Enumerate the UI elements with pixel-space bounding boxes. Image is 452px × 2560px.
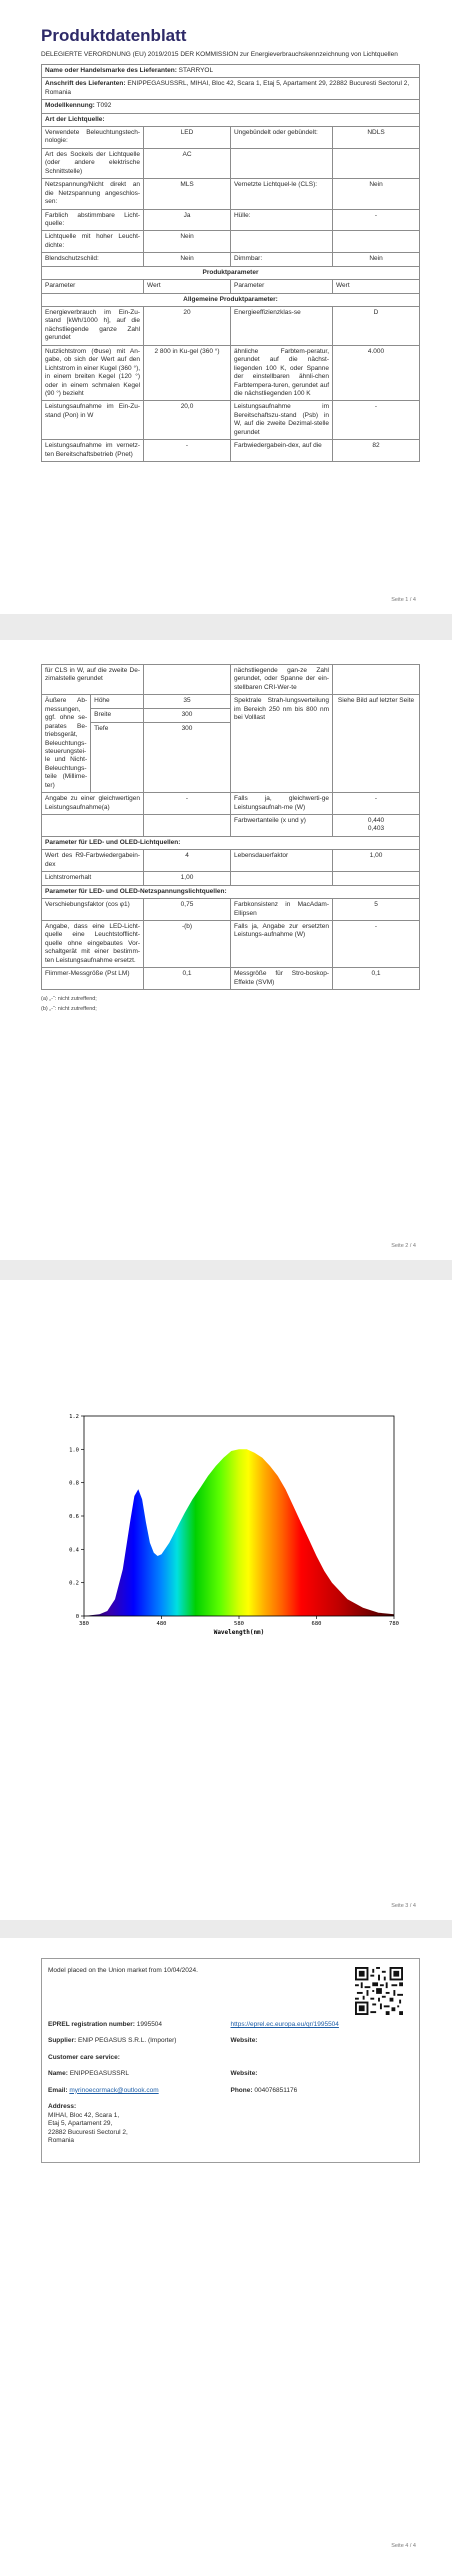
- table-row: Blendschutzschild: Nein Dimmbar: Nein: [40, 252, 420, 267]
- name-value: ENIPPEGASUSSRL: [69, 2070, 129, 2078]
- page-title: Produktdatenblatt: [41, 26, 187, 45]
- table-row: Leistungsaufnahme im Ein-Zu-stand (Pon) …: [40, 400, 420, 441]
- page-4: Model placed on the Union market from 10…: [0, 1938, 452, 2560]
- eprel-link[interactable]: https://eprel.ec.europa.eu/qr/1995504: [230, 2021, 339, 2028]
- spectrum-area: [84, 1449, 394, 1616]
- table-row: Farblich abstimmbare Licht-quelle: Ja Hül…: [40, 208, 420, 232]
- y-tick-label: 0.6: [69, 1514, 79, 1520]
- qr-code-icon[interactable]: [355, 1967, 403, 2015]
- product-params-heading: Produktparameter: [41, 265, 420, 281]
- table-row: Verschiebungsfaktor (cos φ1) 0,75 Farbkon…: [40, 898, 420, 921]
- eprel-number: 1995504: [136, 2021, 163, 2028]
- page-footer: Seite 3 / 4: [391, 1902, 416, 1909]
- x-tick-label: 380: [79, 1621, 89, 1627]
- address-line: MIHAI, Bloc 42, Scara 1,: [48, 2111, 120, 2119]
- page-footer: Seite 4 / 4: [391, 2542, 416, 2549]
- table-row: Flimmer-Messgröße (Pst LM) 0,1 Messgröße …: [40, 967, 420, 990]
- table-row: für CLS in W, auf die zweite De-zimalste…: [40, 663, 420, 696]
- x-tick-label: 680: [312, 1621, 322, 1627]
- page-1: Produktdatenblatt DELEGIERTE VERORDNUNG …: [0, 0, 452, 614]
- phone-value: 004076851176: [254, 2086, 298, 2094]
- y-tick-label: 0.2: [69, 1581, 79, 1587]
- page-2-content: für CLS in W, auf die zweite De-zimalste…: [40, 663, 420, 1016]
- address-line: 22882 Bucuresti Sectorul 2,: [48, 2128, 128, 2136]
- table-row: Angabe, dass eine LED-Licht-quelle eine …: [40, 919, 420, 969]
- address-line: Romania: [48, 2136, 75, 2144]
- table-row: Lichtstromerhalt 1,00: [40, 871, 420, 886]
- address-line: Etaj 5, Apartament 29,: [48, 2120, 113, 2128]
- footnotes: (a) „-“: nicht zutreffend; (b) „-“: nich…: [41, 996, 420, 1013]
- table-row: Äußere Ab-messungen, ggf. ohne se-parate…: [40, 694, 420, 794]
- page-footer: Seite 2 / 4: [391, 1242, 416, 1249]
- table-row: Tiefe 300: [42, 722, 420, 794]
- table-row: Angabe zu einer gleichwertigen Leistungs…: [40, 792, 420, 815]
- table-row: Farbwertanteile (x und y) 0,440 0,403: [40, 814, 420, 837]
- supplier-table: Name oder Handelsmarke des Lieferanten: …: [40, 63, 420, 463]
- supplier-name-row: Name oder Handelsmarke des Lieferanten: …: [41, 63, 420, 79]
- type-heading: Art der Lichtquelle:: [41, 112, 420, 128]
- market-placement-text: Model placed on the Union market from 10…: [48, 1967, 198, 1974]
- page-1-content: Produktdatenblatt DELEGIERTE VERORDNUNG …: [40, 26, 420, 463]
- table-row: Nutzlichtstrom (Φuse) mit An-gabe, ob si…: [40, 344, 420, 402]
- params-table-continued: für CLS in W, auf die zweite De-zimalste…: [40, 663, 420, 990]
- table-row: Energieverbrauch im Ein-Zu-stand [kWh/10…: [40, 306, 420, 346]
- table-header-row: Parameter Wert Parameter Wert: [40, 279, 420, 294]
- y-tick-label: 0.8: [69, 1481, 79, 1487]
- supplier-value: ENIP PEGASUS S.R.L. (Importer): [77, 2037, 177, 2045]
- dimensions-label: Äußere Ab-messungen, ggf. ohne se-parate…: [40, 694, 92, 794]
- y-tick-label: 0: [76, 1614, 79, 1620]
- supplier-address-row: Anschrift des Lieferanten: ENIPPEGASUSSR…: [41, 77, 420, 101]
- table-row: Leistungsaufnahme im vernetz-ten Bereits…: [40, 439, 420, 463]
- spectral-distribution-chart: 0 0.2 0.4 0.6 0.8 1.0 1.2 380 480 580 680 780 Wavele…: [69, 1414, 399, 1636]
- eprel-info-box: Model placed on the Union market from 10…: [41, 1958, 420, 2163]
- email-link[interactable]: myrinoecormack@outlook.com: [69, 2086, 159, 2094]
- footnote-a: (a) „-“: nicht zutreffend;: [41, 996, 97, 1002]
- led-params-heading: Parameter für LED- und OLED-Lichtquellen…: [41, 835, 420, 851]
- regulation-text: DELEGIERTE VERORDNUNG (EU) 2019/2015 DER…: [41, 51, 398, 59]
- y-tick-label: 0.4: [69, 1547, 80, 1553]
- y-tick-label: 1.2: [69, 1414, 79, 1420]
- page-2: für CLS in W, auf die zweite De-zimalste…: [0, 640, 452, 1260]
- model-row: Modellkennung: T092: [41, 99, 420, 114]
- page-footer: Seite 1 / 4: [391, 596, 416, 603]
- y-tick-label: 1.0: [69, 1447, 79, 1453]
- table-row: Art des Sockels der Lichtquelle (oder an…: [40, 147, 420, 180]
- footnote-b: (b) „-“: nicht zutreffend;: [41, 1006, 97, 1013]
- table-row: Netzspannung/Nicht direkt an die Netzspa…: [40, 178, 420, 210]
- x-tick-label: 780: [389, 1621, 399, 1627]
- table-row: Verwendete Beleuchtungstech-nologie: LED …: [40, 126, 420, 149]
- x-tick-label: 580: [234, 1621, 244, 1627]
- customer-care-label: Customer care service:: [48, 2053, 120, 2061]
- general-params-heading: Allgemeine Produktparameter:: [41, 292, 420, 308]
- x-tick-label: 480: [157, 1621, 167, 1627]
- page-3: 0 0.2 0.4 0.6 0.8 1.0 1.2 380 480 580 680 780 Wavele…: [0, 1280, 452, 1920]
- table-row: Lichtquelle mit hoher Leucht-dichte: Nein: [40, 230, 420, 254]
- table-row: Wert des R9-Farbwiedergabein-dex 4 Lebens…: [40, 849, 420, 873]
- mains-params-heading: Parameter für LED- und OLED-Netzspannung…: [41, 884, 420, 900]
- x-axis-label: Wavelength(nm): [214, 1629, 265, 1636]
